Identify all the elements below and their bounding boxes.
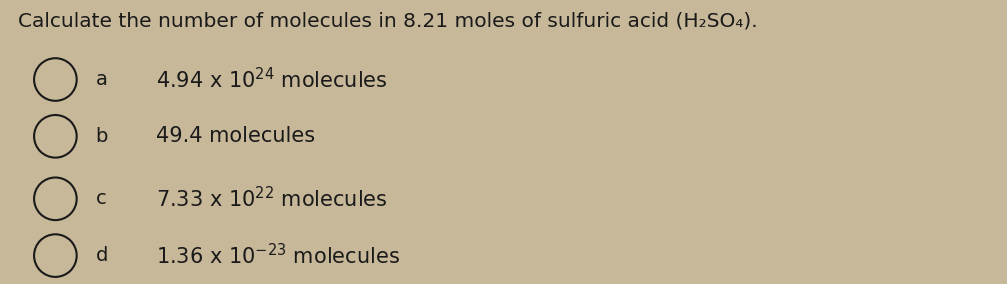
Text: Calculate the number of molecules in 8.21 moles of sulfuric acid (H₂SO₄).: Calculate the number of molecules in 8.2… (18, 11, 757, 30)
Text: 1.36 x 10$^{-23}$ molecules: 1.36 x 10$^{-23}$ molecules (156, 243, 400, 268)
Text: 49.4 molecules: 49.4 molecules (156, 126, 315, 146)
Text: 7.33 x 10$^{22}$ molecules: 7.33 x 10$^{22}$ molecules (156, 186, 388, 211)
Text: d: d (96, 246, 108, 265)
Text: a: a (96, 70, 108, 89)
Text: 4.94 x 10$^{24}$ molecules: 4.94 x 10$^{24}$ molecules (156, 67, 388, 92)
Text: b: b (96, 127, 108, 146)
Text: c: c (96, 189, 107, 208)
